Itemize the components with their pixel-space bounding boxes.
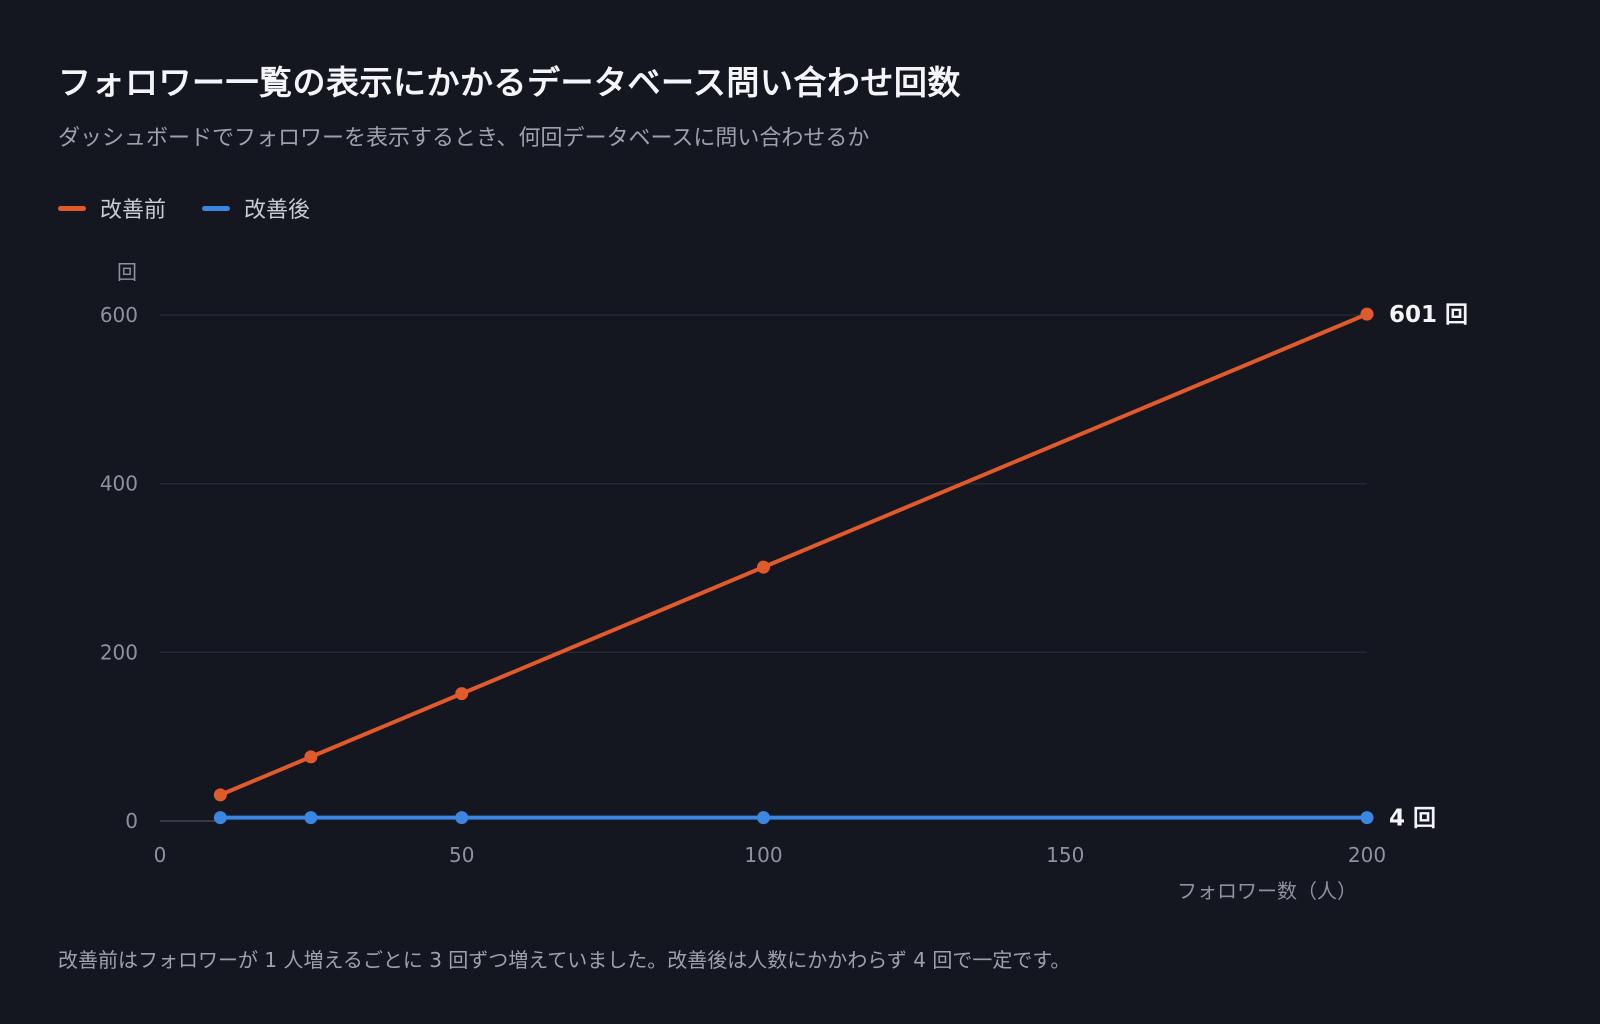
legend-label-after: 改善後 — [244, 198, 311, 223]
data-point-1-3 — [757, 811, 770, 825]
series-line-0 — [218, 312, 1369, 797]
data-point-0-1 — [304, 750, 318, 764]
chart-title: フォロワー一覧の表示にかかるデータベース問い合わせ回数 — [58, 63, 961, 102]
y-axis-ticks: 0 200 400 600 — [100, 303, 138, 833]
x-axis-label: フォロワー数（人） — [1177, 879, 1357, 903]
legend-swatch-after — [202, 205, 231, 211]
chart-subtitle: ダッシュボードでフォロワーを表示するとき、何回データベースに問い合わせるか — [58, 126, 870, 151]
data-point-0-3 — [757, 560, 770, 574]
data-point-0-4 — [1360, 307, 1374, 321]
x-tick-label-0: 0 — [154, 843, 167, 867]
data-point-1-0 — [213, 811, 227, 825]
y-tick-label-3: 600 — [100, 303, 138, 327]
x-axis-ticks: 0 50 100 150 200 — [154, 843, 1386, 867]
data-point-0-2 — [455, 687, 469, 701]
end-label-1: 4 回 — [1389, 806, 1436, 832]
y-tick-label-2: 400 — [100, 472, 138, 496]
x-tick-label-3: 150 — [1046, 843, 1084, 867]
y-axis-label: 回 — [117, 260, 137, 284]
series-0: 601 回 — [213, 302, 1468, 802]
legend: 改善前 改善後 — [58, 192, 310, 224]
series-layer: 601 回 4 回 — [213, 302, 1468, 832]
data-point-1-4 — [1360, 811, 1374, 825]
grid-lines — [160, 314, 1367, 822]
x-tick-label-1: 50 — [449, 843, 474, 867]
data-point-1-1 — [304, 811, 318, 825]
y-tick-label-1: 200 — [100, 640, 138, 664]
series-1: 4 回 — [213, 806, 1436, 832]
data-point-0-0 — [213, 788, 227, 802]
x-tick-label-4: 200 — [1348, 843, 1386, 867]
legend-item-before: 改善前 — [58, 192, 166, 224]
legend-label-before: 改善前 — [100, 198, 167, 223]
end-label-0: 601 回 — [1389, 302, 1468, 328]
x-tick-label-2: 100 — [744, 843, 782, 867]
y-tick-label-0: 0 — [125, 809, 138, 833]
data-point-1-2 — [455, 811, 469, 825]
legend-swatch-before — [58, 205, 86, 211]
legend-item-after: 改善後 — [202, 192, 310, 224]
footnote: 改善前はフォロワーが 1 人増えるごとに 3 回ずつ増えていました。改善後は人数… — [58, 948, 1071, 972]
